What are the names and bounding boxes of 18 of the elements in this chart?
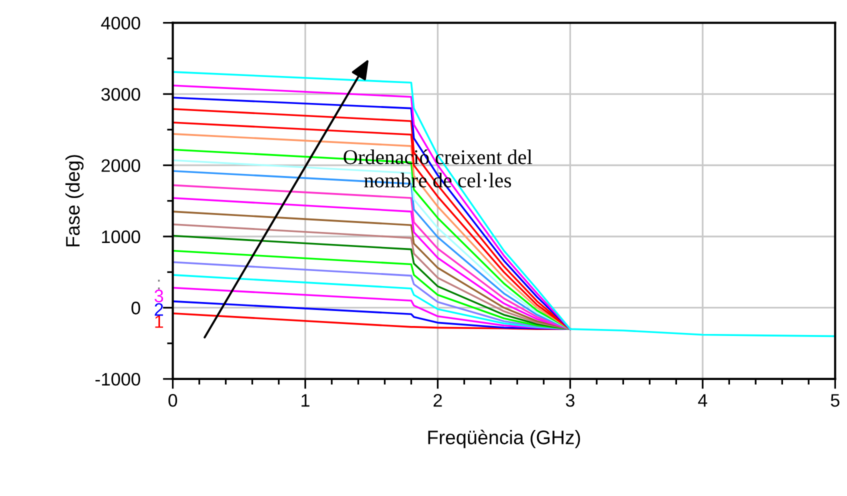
x-axis-title: Freqüència (GHz) <box>428 430 580 448</box>
text: 3 <box>154 290 164 302</box>
y-tick-label: 4000 <box>101 16 140 30</box>
x-tick-label: 0 <box>168 394 178 407</box>
x-tick-label: 1 <box>302 394 310 407</box>
y-tick-label: 2000 <box>102 159 140 172</box>
y-tick-label: -1000 <box>95 372 140 386</box>
x-tick-label: 5 <box>830 394 840 407</box>
text: 1 <box>155 315 164 328</box>
text: : <box>158 280 160 290</box>
text: 2 <box>154 303 164 316</box>
y-tick-label: 1000 <box>102 230 140 244</box>
y-axis-title: Fase (deg) <box>65 155 84 246</box>
y-tick-label: 0 <box>132 302 140 314</box>
x-tick-label: 3 <box>566 394 574 407</box>
x-tick-label: 4 <box>698 394 708 407</box>
y-tick-label: 3000 <box>101 88 140 101</box>
x-tick-label: 2 <box>434 394 442 407</box>
